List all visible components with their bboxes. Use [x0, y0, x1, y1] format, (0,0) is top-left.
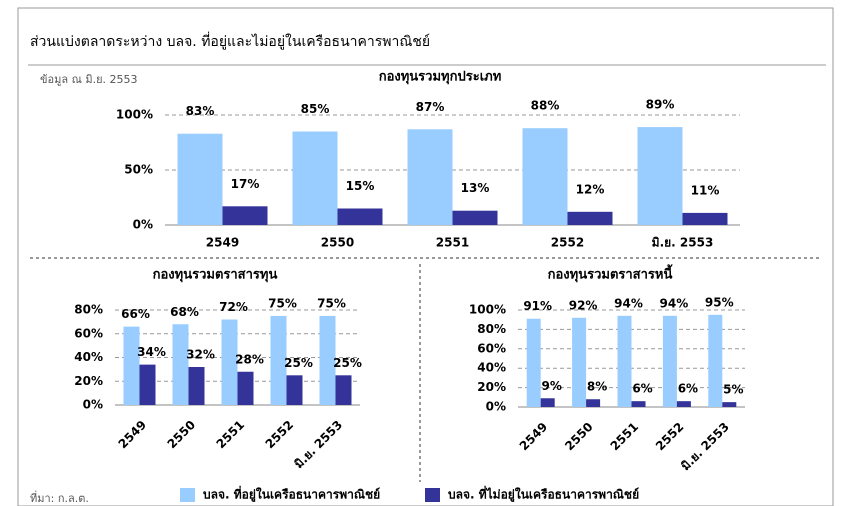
- bar: [631, 401, 646, 407]
- x-tick-label: 2550: [321, 236, 354, 250]
- bar: [139, 364, 156, 405]
- data-label: 8%: [587, 380, 607, 394]
- data-label: 25%: [333, 356, 362, 370]
- y-tick-label: 20%: [477, 380, 506, 394]
- x-tick-label: มิ.ย. 2553: [652, 236, 714, 250]
- bar: [708, 314, 723, 407]
- y-tick-label: 0%: [83, 398, 103, 412]
- data-label: 95%: [705, 295, 734, 309]
- bar: [452, 210, 498, 225]
- bar: [586, 399, 601, 407]
- bar: [540, 398, 555, 407]
- bar: [337, 208, 383, 225]
- bar: [286, 375, 303, 405]
- chart-title: กองทุนรวมตราสารทุน: [153, 268, 278, 283]
- legend-swatch: [425, 488, 440, 502]
- bar: [177, 133, 223, 225]
- note: ข้อมูล ณ มิ.ย. 2553: [40, 73, 138, 86]
- data-label: 83%: [186, 104, 215, 118]
- y-tick-label: 100%: [469, 303, 506, 317]
- data-label: 9%: [542, 379, 562, 393]
- data-label: 94%: [660, 296, 689, 310]
- bar: [407, 129, 453, 225]
- y-tick-label: 0%: [486, 400, 506, 414]
- chart-title: กองทุนรวมตราสารหนี้: [548, 264, 673, 283]
- data-label: 25%: [284, 356, 313, 370]
- bar: [522, 128, 568, 225]
- page-title: ส่วนแบ่งตลาดระหว่าง บลจ. ที่อยู่และไม่อย…: [30, 32, 430, 50]
- y-tick-label: 20%: [74, 374, 103, 388]
- bar: [567, 211, 613, 225]
- bar: [637, 127, 683, 225]
- y-tick-label: 0%: [133, 218, 153, 232]
- data-label: 72%: [219, 300, 248, 314]
- legend-label: บลจ. ที่อยู่ในเครือธนาคารพาณิชย์: [203, 486, 380, 503]
- data-label: 28%: [235, 352, 264, 366]
- data-label: 85%: [301, 102, 330, 116]
- bar: [572, 317, 587, 407]
- y-tick-label: 40%: [477, 361, 506, 375]
- source: ที่มา: ก.ล.ต.: [30, 490, 89, 505]
- data-label: 87%: [416, 100, 445, 114]
- data-label: 75%: [317, 296, 346, 310]
- y-tick-label: 60%: [74, 326, 103, 340]
- bar: [676, 401, 691, 407]
- bar: [221, 319, 238, 405]
- bar: [526, 318, 541, 407]
- y-tick-label: 50%: [124, 163, 153, 177]
- data-label: 92%: [569, 298, 598, 312]
- bar: [270, 315, 287, 405]
- y-tick-label: 40%: [74, 350, 103, 364]
- legend-swatch: [180, 488, 195, 502]
- bar: [188, 367, 205, 405]
- bar: [292, 131, 338, 225]
- bar: [722, 402, 737, 407]
- data-label: 88%: [531, 99, 560, 113]
- data-label: 34%: [137, 345, 166, 359]
- chart-title: กองทุนรวมทุกประเภท: [379, 70, 502, 85]
- data-label: 5%: [723, 383, 743, 397]
- x-tick-label: 2552: [551, 236, 584, 250]
- bar: [335, 375, 352, 405]
- data-label: 17%: [231, 177, 260, 191]
- bar: [237, 371, 254, 405]
- data-label: 91%: [523, 299, 552, 313]
- data-label: 32%: [186, 348, 215, 362]
- data-label: 75%: [268, 296, 297, 310]
- x-tick-label: 2551: [436, 236, 469, 250]
- data-label: 94%: [614, 296, 643, 310]
- bar: [222, 206, 268, 225]
- data-label: 12%: [576, 182, 605, 196]
- frame: [17, 7, 834, 506]
- legend-label: บลจ. ที่ไม่อยู่ในเครือธนาคารพาณิชย์: [448, 486, 639, 503]
- data-label: 6%: [678, 382, 698, 396]
- bar: [123, 326, 140, 405]
- y-tick-label: 80%: [74, 303, 103, 317]
- x-tick-label: 2549: [206, 236, 239, 250]
- data-label: 11%: [691, 183, 720, 197]
- data-label: 6%: [632, 382, 652, 396]
- data-label: 13%: [461, 181, 490, 195]
- bar: [617, 315, 632, 407]
- y-tick-label: 80%: [477, 322, 506, 336]
- data-label: 89%: [646, 98, 675, 112]
- data-label: 15%: [346, 179, 375, 193]
- bar: [682, 212, 728, 225]
- bar: [172, 324, 189, 405]
- bar: [319, 315, 336, 405]
- data-label: 68%: [170, 305, 199, 319]
- bar: [662, 315, 677, 407]
- data-label: 66%: [121, 307, 150, 321]
- y-tick-label: 60%: [477, 341, 506, 355]
- y-tick-label: 100%: [116, 108, 153, 122]
